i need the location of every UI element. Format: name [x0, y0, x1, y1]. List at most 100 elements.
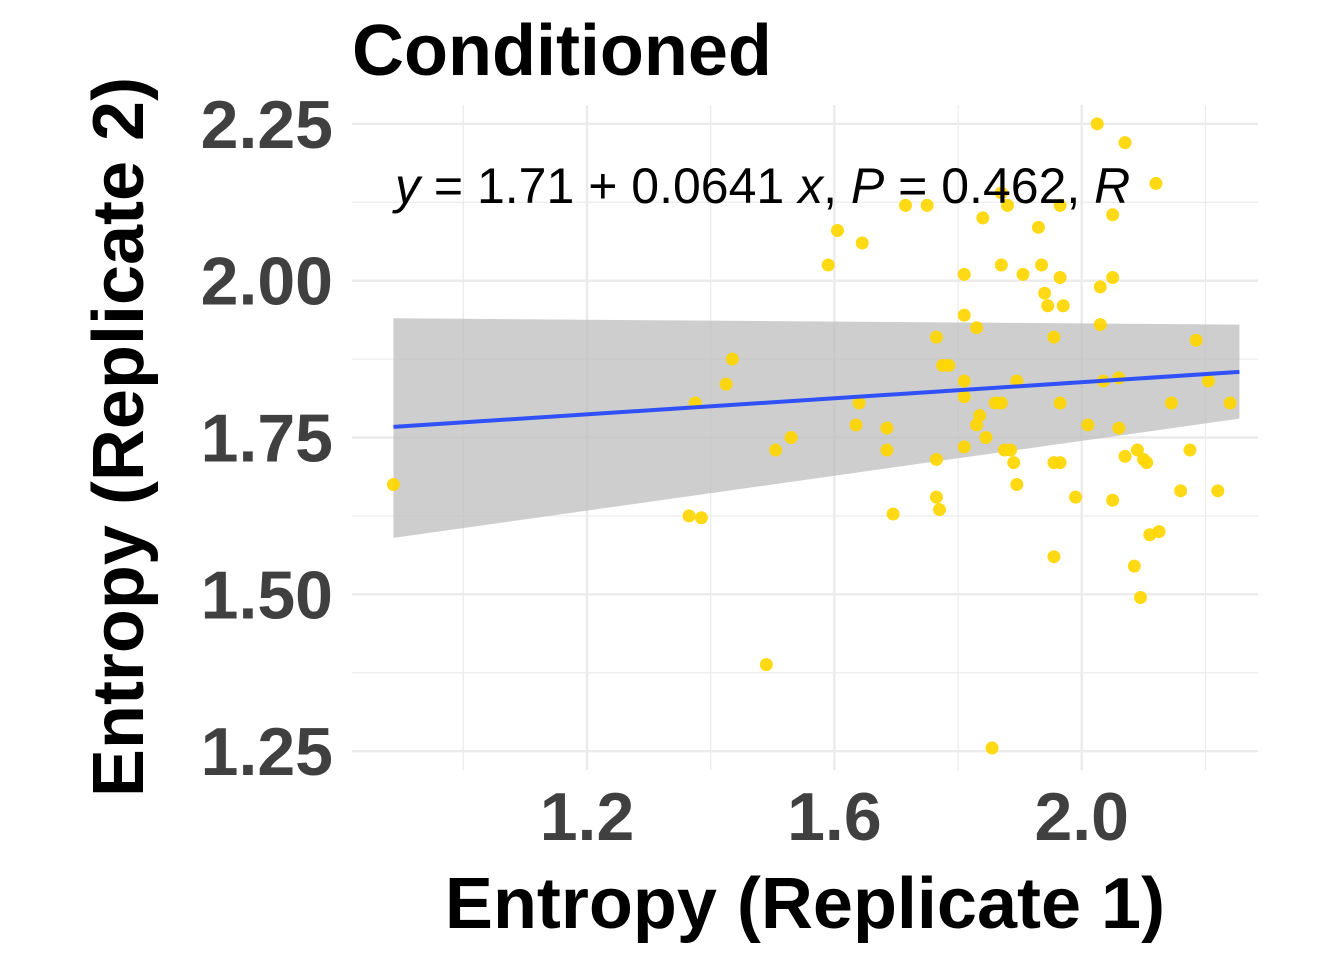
equation-part: = 0.462, — [884, 158, 1094, 214]
scatter-point — [1183, 443, 1197, 457]
scatter-point — [1164, 396, 1178, 410]
data-points — [386, 117, 1237, 755]
scatter-point — [898, 198, 912, 212]
scatter-point — [1112, 421, 1126, 435]
scatter-point — [1223, 396, 1237, 410]
scatter-point — [1053, 198, 1067, 212]
scatter-point — [1016, 267, 1030, 281]
scatter-point — [1090, 117, 1104, 131]
scatter-point — [957, 390, 971, 404]
scatter-point — [719, 377, 733, 391]
equation-part: P — [851, 158, 885, 214]
scatter-point — [1001, 198, 1015, 212]
scatter-point — [1189, 333, 1203, 347]
scatter-point — [957, 440, 971, 454]
scatter-point — [1004, 443, 1018, 457]
scatter-point — [994, 186, 1008, 200]
scatter-point — [725, 352, 739, 366]
scatter-point — [694, 511, 708, 525]
scatter-point — [1202, 374, 1216, 388]
scatter-point — [386, 478, 400, 492]
scatter-point — [784, 431, 798, 444]
scatter-point — [682, 509, 696, 523]
scatter-point — [957, 267, 971, 281]
scatter-point — [821, 258, 835, 272]
scatter-point — [994, 396, 1008, 410]
scatter-point — [1041, 299, 1055, 313]
scatter-point — [976, 211, 990, 225]
scatter-point — [849, 418, 863, 432]
scatter-point — [1174, 484, 1188, 498]
equation-part: , — [823, 158, 851, 214]
equation-part: x — [796, 158, 825, 214]
scatter-point — [942, 358, 956, 372]
regression-equation: y = 1.71 + 0.0641 x, P = 0.462, R — [392, 158, 1130, 214]
scatter-point — [1133, 590, 1147, 604]
scatter-point — [1211, 484, 1225, 498]
scatter-point — [1053, 456, 1067, 470]
scatter-point — [1081, 418, 1095, 432]
equation-part: y — [392, 158, 423, 214]
scatter-point — [759, 658, 773, 672]
scatter-point — [1056, 299, 1070, 313]
scatter-point — [1069, 490, 1083, 504]
y-axis-ticks: 1.25 1.50 1.75 2.00 2.25 — [201, 87, 333, 790]
x-tick-label: 2.0 — [1034, 779, 1129, 855]
scatter-point — [1106, 493, 1120, 507]
scatter-point — [1106, 208, 1120, 222]
scatter-point — [1152, 525, 1166, 539]
scatter-point — [957, 308, 971, 322]
y-axis-title: Entropy (Replicate 2) — [79, 77, 159, 797]
y-tick-label: 1.50 — [201, 557, 333, 633]
y-tick-label: 2.25 — [201, 87, 333, 163]
scatter-point — [880, 443, 894, 457]
regression-line — [393, 369, 1240, 429]
scatter-point — [985, 741, 999, 755]
scatter-point — [1093, 318, 1107, 332]
scatter-point — [1007, 456, 1021, 470]
chart-title: Conditioned — [352, 11, 772, 91]
scatter-point — [1053, 396, 1067, 410]
scatter-point — [1130, 443, 1144, 457]
equation-part: = 1.71 + 0.0641 — [420, 158, 798, 214]
scatter-point — [1118, 449, 1132, 463]
scatter-point — [1010, 478, 1024, 492]
y-tick-label: 1.75 — [201, 401, 333, 477]
scatter-point — [1047, 550, 1061, 564]
x-tick-label: 1.2 — [540, 779, 635, 855]
equation-part: R — [1094, 158, 1130, 214]
scatter-point — [855, 236, 869, 250]
x-tick-label: 1.6 — [787, 779, 882, 855]
scatter-point — [920, 198, 934, 212]
scatter-point — [852, 396, 866, 410]
scatter-point — [880, 421, 894, 435]
scatter-point — [933, 503, 947, 517]
scatter-point — [1140, 456, 1154, 470]
y-tick-label: 1.25 — [201, 714, 333, 790]
confidence-band — [393, 318, 1240, 538]
scatter-point — [886, 507, 900, 521]
scatter-point — [1127, 559, 1141, 573]
scatter-point — [929, 330, 943, 344]
scatter-point — [1047, 330, 1061, 344]
scatter-point — [1118, 136, 1132, 150]
scatter-point — [970, 321, 984, 335]
scatter-point — [830, 223, 844, 237]
y-tick-label: 2.00 — [201, 244, 333, 320]
scatter-point — [1106, 271, 1120, 285]
x-axis-ticks: 1.2 1.6 2.0 — [540, 779, 1129, 855]
scatter-point — [957, 374, 971, 388]
scatter-point — [1031, 220, 1045, 234]
scatter-point — [929, 452, 943, 466]
scatter-point — [769, 443, 783, 457]
scatter-point — [1038, 286, 1052, 300]
scatter-point — [1053, 271, 1067, 285]
scatter-point — [1149, 176, 1163, 190]
x-axis-title: Entropy (Replicate 1) — [445, 864, 1165, 944]
scatter-point — [1093, 280, 1107, 294]
scatter-point — [973, 409, 987, 423]
scatter-point — [1035, 258, 1049, 272]
scatter-point — [979, 431, 993, 444]
scatter-point — [929, 490, 943, 504]
